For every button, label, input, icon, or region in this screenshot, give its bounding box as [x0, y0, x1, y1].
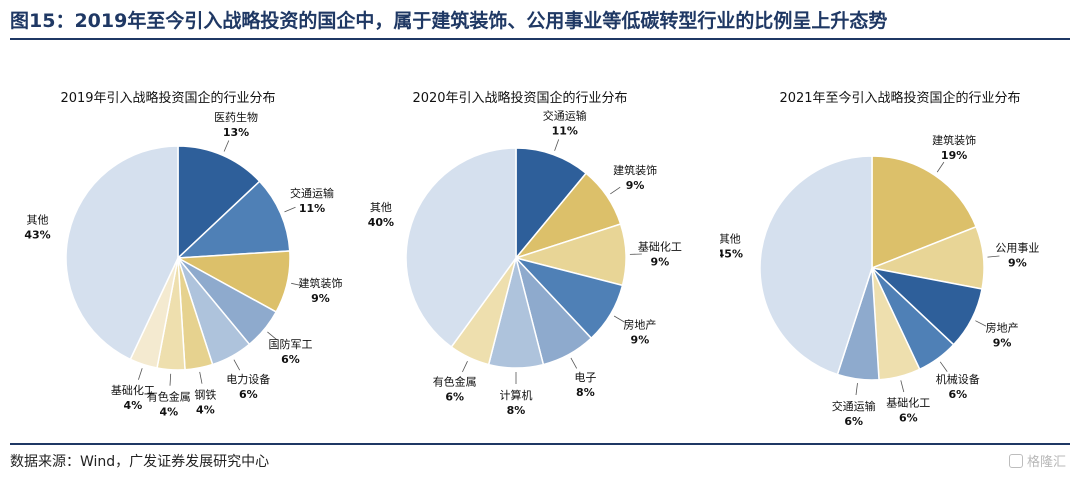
watermark-text: 格隆汇 — [1026, 455, 1066, 470]
header-divider — [10, 38, 1070, 40]
slice-label: 交通运输 — [832, 399, 876, 413]
pie-slice — [871, 155, 978, 270]
slice-label: 其他 — [720, 233, 741, 246]
data-source-note: 数据来源：Wind，广发证券发展研究中心 — [10, 454, 270, 470]
slice-label: 建筑装饰 — [613, 163, 657, 177]
slice-value-label: 9% — [626, 179, 645, 192]
slice-label: 其他 — [27, 214, 49, 227]
slice-label: 房地产 — [623, 317, 656, 331]
slice-value-label: 8% — [576, 386, 595, 399]
slice-value-label: 9% — [311, 292, 330, 305]
watermark-logo-icon — [1008, 453, 1023, 468]
slice-label: 机械设备 — [936, 372, 980, 386]
pie-chart-2019-title: 2019年引入战略投资国企的行业分布 — [60, 90, 275, 106]
slice-value-label: 9% — [1008, 256, 1027, 269]
slice-value-label: 9% — [993, 336, 1012, 349]
pie-chart-2020-svg: 2020年引入战略投资国企的行业分布 交通运输 11% 建筑装饰 9% 基础化工 9% 房地… — [368, 90, 682, 418]
leader-line — [987, 255, 1000, 258]
pie-slice — [515, 147, 588, 261]
slice-value-label: 40% — [368, 216, 394, 229]
figure-header: 图15：2019年至今引入战略投资的国企中，属于建筑装饰、公用事业等低碳转型行业… — [0, 0, 1080, 40]
leader-line — [233, 359, 241, 371]
slice-label: 有色金属 — [433, 374, 477, 388]
slice-value-label: 43% — [24, 229, 50, 242]
leader-line — [975, 320, 987, 327]
leader-line — [199, 371, 203, 384]
leader-line — [462, 361, 468, 373]
slice-value-label: 9% — [651, 256, 670, 269]
slice-label: 基础化工 — [111, 383, 155, 397]
leader-line — [613, 315, 625, 323]
slice-label: 基础化工 — [638, 240, 682, 254]
leader-line — [169, 373, 172, 386]
pie-chart-2020-slices — [405, 147, 627, 369]
slice-value-label: 6% — [239, 388, 258, 401]
slice-label: 建筑装饰 — [299, 276, 343, 290]
slice-label: 基础化工 — [886, 395, 930, 409]
pie-slice — [759, 155, 873, 376]
pie-chart-2019: 2019年引入战略投资国企的行业分布 医药生物 13% 交通运输 11% 建筑装饰 9% 国… — [10, 70, 350, 430]
leader-line — [291, 282, 303, 287]
pie-chart-2021-title: 2021年至今引入战略投资国企的行业分布 — [779, 90, 1020, 106]
slice-value-label: 11% — [552, 125, 578, 138]
slice-value-label: 45% — [720, 248, 743, 261]
slice-label: 计算机 — [500, 388, 533, 402]
slice-value-label: 6% — [445, 390, 464, 403]
slice-value-label: 6% — [899, 411, 918, 424]
pie-chart-2021-svg: 2021年至今引入战略投资国企的行业分布 建筑装饰 19% 公用事业 9% 房地产 9% 机… — [720, 90, 1039, 428]
pie-chart-2020: 2020年引入战略投资国企的行业分布 交通运输 11% 建筑装饰 9% 基础化工 9% 房地… — [360, 70, 700, 430]
slice-value-label: 4% — [124, 399, 143, 412]
leader-line — [936, 161, 945, 173]
pie-slice — [177, 145, 261, 260]
slice-value-label: 4% — [159, 406, 178, 419]
slice-label: 交通运输 — [543, 109, 587, 123]
slice-label: 国防军工 — [269, 337, 313, 351]
pie-chart-2019-slices — [65, 145, 291, 371]
slice-label: 交通运输 — [290, 186, 334, 200]
footer-divider — [10, 443, 1070, 445]
leader-line — [570, 357, 578, 369]
pie-chart-2019-svg: 2019年引入战略投资国企的行业分布 医药生物 13% 交通运输 11% 建筑装饰 9% 国… — [24, 90, 342, 419]
slice-label: 建筑装饰 — [932, 133, 976, 147]
slice-label: 电子 — [574, 371, 596, 384]
pie-slice — [65, 145, 179, 361]
slice-label: 医药生物 — [214, 110, 258, 124]
leader-line — [610, 186, 621, 195]
pie-chart-2021-labels: 建筑装饰 19% 公用事业 9% 房地产 9% 机械设备 6% 基础化工 6% 交通运输 6% 其他 45… — [720, 133, 1039, 428]
pie-chart-2020-title: 2020年引入战略投资国企的行业分布 — [412, 90, 627, 106]
slice-value-label: 6% — [948, 388, 967, 401]
pie-slice — [405, 147, 517, 349]
slice-value-label: 4% — [196, 403, 215, 416]
slice-label: 房地产 — [986, 320, 1019, 334]
pie-chart-2020-labels: 交通运输 11% 建筑装饰 9% 基础化工 9% 房地产 9% 电子 8% 计算机 8% 有色金属 6% 其… — [368, 109, 682, 418]
leader-line — [939, 361, 948, 372]
leader-line — [138, 368, 143, 380]
slice-value-label: 11% — [299, 202, 325, 215]
pie-chart-2019-labels: 医药生物 13% 交通运输 11% 建筑装饰 9% 国防军工 6% 电力设备 6% 钢铁 4% 有色金属… — [24, 110, 342, 419]
leader-line — [554, 139, 560, 151]
slice-value-label: 8% — [507, 404, 526, 417]
figure-title: 图15：2019年至今引入战略投资的国企中，属于建筑装饰、公用事业等低碳转型行业… — [10, 10, 888, 32]
leader-line — [855, 383, 858, 396]
watermark: 格隆汇 — [1008, 451, 1066, 470]
leader-line — [267, 331, 277, 340]
pie-chart-2021: 2021年至今引入战略投资国企的行业分布 建筑装饰 19% 公用事业 9% 房地产 9% 机… — [720, 70, 1070, 430]
slice-value-label: 13% — [223, 126, 249, 139]
slice-value-label: 6% — [844, 415, 863, 428]
slice-label: 有色金属 — [147, 390, 191, 404]
slice-value-label: 19% — [941, 149, 967, 162]
slice-value-label: 6% — [281, 353, 300, 366]
slice-label: 公用事业 — [995, 241, 1039, 254]
leader-line — [900, 380, 905, 393]
slice-label: 钢铁 — [194, 388, 216, 401]
leader-line — [284, 206, 296, 213]
leader-line — [223, 140, 230, 152]
pie-chart-2021-slices — [759, 155, 985, 381]
pie-slice — [175, 180, 291, 259]
slice-label: 其他 — [370, 201, 392, 214]
slice-label: 电力设备 — [226, 372, 270, 386]
slice-value-label: 9% — [631, 333, 650, 346]
